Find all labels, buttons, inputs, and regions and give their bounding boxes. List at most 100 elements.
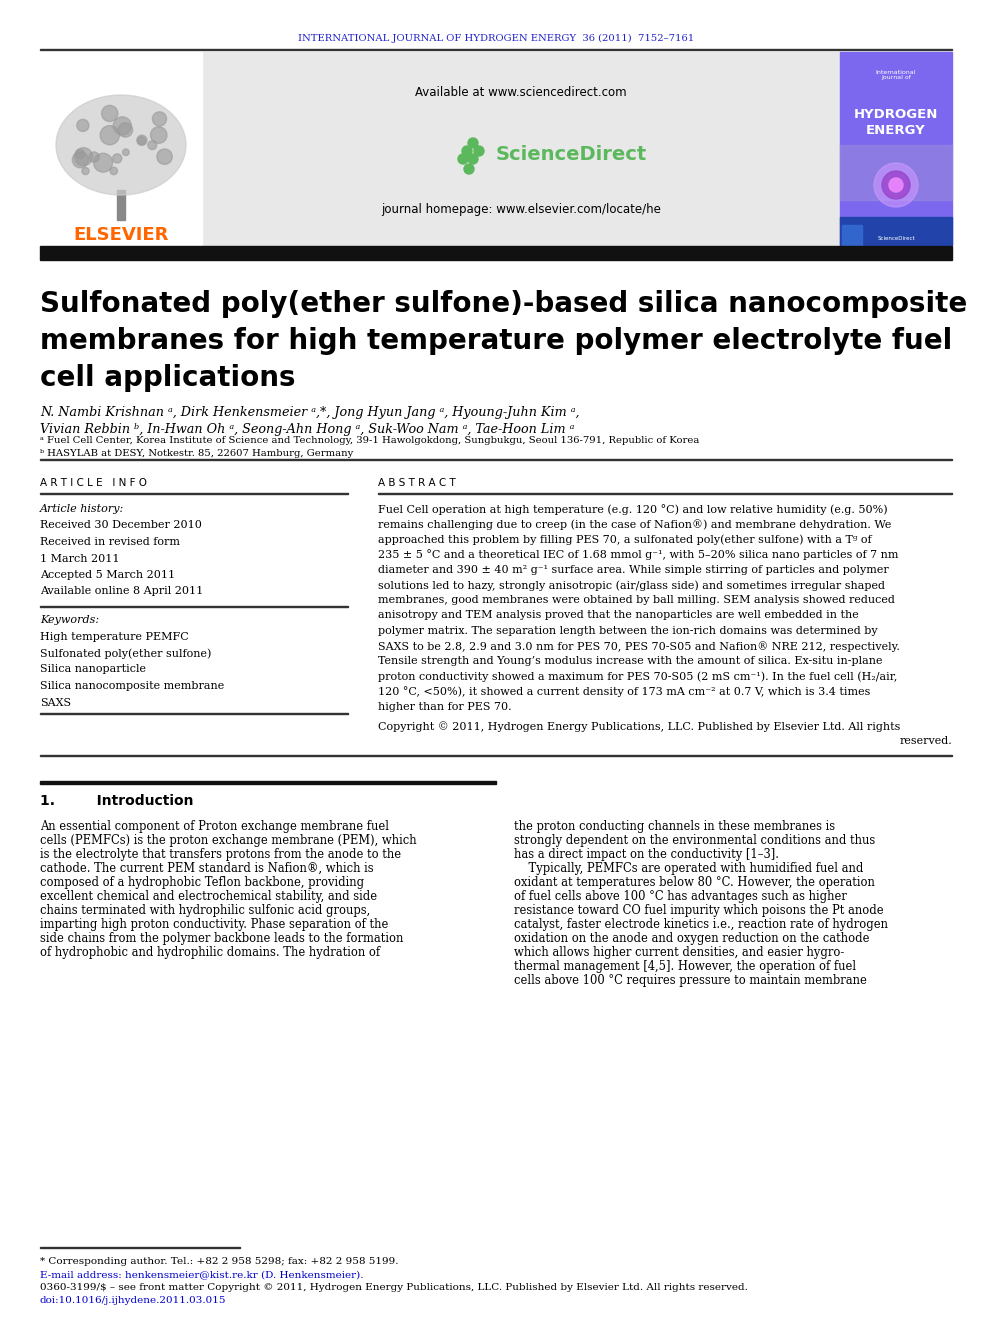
Text: INTERNATIONAL JOURNAL OF HYDROGEN ENERGY  36 (2011)  7152–7161: INTERNATIONAL JOURNAL OF HYDROGEN ENERGY… xyxy=(298,33,694,42)
Text: An essential component of Proton exchange membrane fuel: An essential component of Proton exchang… xyxy=(40,820,389,833)
Bar xyxy=(840,52,952,245)
Text: chains terminated with hydrophilic sulfonic acid groups,: chains terminated with hydrophilic sulfo… xyxy=(40,904,370,917)
Text: 1 March 2011: 1 March 2011 xyxy=(40,553,119,564)
Circle shape xyxy=(889,179,903,192)
Text: journal homepage: www.elsevier.com/locate/he: journal homepage: www.elsevier.com/locat… xyxy=(381,204,661,217)
Circle shape xyxy=(882,171,910,198)
Text: Article history:: Article history: xyxy=(40,504,124,515)
Text: oxidant at temperatures below 80 °C. However, the operation: oxidant at temperatures below 80 °C. How… xyxy=(514,876,875,889)
Circle shape xyxy=(137,135,147,146)
Text: of fuel cells above 100 °C has advantages such as higher: of fuel cells above 100 °C has advantage… xyxy=(514,890,847,904)
Text: remains challenging due to creep (in the case of Nafion®) and membrane dehydrati: remains challenging due to creep (in the… xyxy=(378,519,892,531)
Bar xyxy=(40,781,496,785)
Text: cell applications: cell applications xyxy=(40,364,296,392)
Text: HYDROGEN: HYDROGEN xyxy=(854,108,938,122)
Text: has a direct impact on the conductivity [1–3].: has a direct impact on the conductivity … xyxy=(514,848,779,861)
Text: resistance toward CO fuel impurity which poisons the Pt anode: resistance toward CO fuel impurity which… xyxy=(514,904,884,917)
Circle shape xyxy=(113,116,131,135)
Circle shape xyxy=(151,127,167,143)
Text: E-mail address: henkensmeier@kist.re.kr (D. Henkensmeier).: E-mail address: henkensmeier@kist.re.kr … xyxy=(40,1270,363,1279)
Bar xyxy=(202,52,840,245)
Circle shape xyxy=(148,140,157,149)
Text: N. Nambi Krishnan ᵃ, Dirk Henkensmeier ᵃ,*, Jong Hyun Jang ᵃ, Hyoung-Juhn Kim ᵃ,: N. Nambi Krishnan ᵃ, Dirk Henkensmeier ᵃ… xyxy=(40,406,579,419)
Text: diameter and 390 ± 40 m² g⁻¹ surface area. While simple stirring of particles an: diameter and 390 ± 40 m² g⁻¹ surface are… xyxy=(378,565,889,574)
Text: ScienceDirect: ScienceDirect xyxy=(496,146,647,164)
Text: cells (PEMFCs) is the proton exchange membrane (PEM), which: cells (PEMFCs) is the proton exchange me… xyxy=(40,835,417,847)
Text: oxidation on the anode and oxygen reduction on the cathode: oxidation on the anode and oxygen reduct… xyxy=(514,933,870,945)
Circle shape xyxy=(464,164,474,175)
Circle shape xyxy=(157,149,173,164)
Text: membranes for high temperature polymer electrolyte fuel: membranes for high temperature polymer e… xyxy=(40,327,952,355)
Text: Typically, PEMFCs are operated with humidified fuel and: Typically, PEMFCs are operated with humi… xyxy=(514,863,863,876)
Text: Available at www.sciencedirect.com: Available at www.sciencedirect.com xyxy=(416,86,627,99)
Text: SAXS: SAXS xyxy=(40,697,71,708)
Text: Sulfonated poly(ether sulfone)-based silica nanocomposite: Sulfonated poly(ether sulfone)-based sil… xyxy=(40,290,967,318)
Text: 120 °C, <50%), it showed a current density of 173 mA cm⁻² at 0.7 V, which is 3.4: 120 °C, <50%), it showed a current densi… xyxy=(378,687,870,697)
Text: strongly dependent on the environmental conditions and thus: strongly dependent on the environmental … xyxy=(514,835,875,847)
Bar xyxy=(842,225,862,247)
Circle shape xyxy=(118,123,133,138)
Text: Received in revised form: Received in revised form xyxy=(40,537,180,546)
Circle shape xyxy=(101,106,118,122)
Text: ENERGY: ENERGY xyxy=(866,123,926,136)
Text: A B S T R A C T: A B S T R A C T xyxy=(378,478,455,488)
Text: 235 ± 5 °C and a theoretical IEC of 1.68 mmol g⁻¹, with 5–20% silica nano partic: 235 ± 5 °C and a theoretical IEC of 1.68… xyxy=(378,549,899,561)
Text: higher than for PES 70.: higher than for PES 70. xyxy=(378,701,512,712)
Circle shape xyxy=(82,168,89,175)
Text: SAXS to be 2.8, 2.9 and 3.0 nm for PES 70, PES 70-S05 and Nafion® NRE 212, respe: SAXS to be 2.8, 2.9 and 3.0 nm for PES 7… xyxy=(378,640,900,652)
Text: thermal management [4,5]. However, the operation of fuel: thermal management [4,5]. However, the o… xyxy=(514,960,856,974)
Text: cathode. The current PEM standard is Nafion®, which is: cathode. The current PEM standard is Naf… xyxy=(40,863,374,876)
Text: is the electrolyte that transfers protons from the anode to the: is the electrolyte that transfers proton… xyxy=(40,848,401,861)
Text: Tensile strength and Young’s modulus increase with the amount of silica. Ex-situ: Tensile strength and Young’s modulus inc… xyxy=(378,656,883,665)
Text: ScienceDirect: ScienceDirect xyxy=(877,235,915,241)
Text: ELSEVIER: ELSEVIER xyxy=(73,226,169,243)
Text: Received 30 December 2010: Received 30 December 2010 xyxy=(40,520,202,531)
Bar xyxy=(840,217,952,245)
Text: * Corresponding author. Tel.: +82 2 958 5298; fax: +82 2 958 5199.: * Corresponding author. Tel.: +82 2 958 … xyxy=(40,1257,399,1266)
Text: Silica nanocomposite membrane: Silica nanocomposite membrane xyxy=(40,681,224,691)
Text: which allows higher current densities, and easier hygro-: which allows higher current densities, a… xyxy=(514,946,844,959)
Circle shape xyxy=(874,163,918,206)
Text: cells above 100 °C requires pressure to maintain membrane: cells above 100 °C requires pressure to … xyxy=(514,974,867,987)
Bar xyxy=(40,52,202,245)
Text: doi:10.1016/j.ijhydene.2011.03.015: doi:10.1016/j.ijhydene.2011.03.015 xyxy=(40,1297,226,1304)
Circle shape xyxy=(89,152,99,161)
Bar xyxy=(840,146,952,200)
Text: polymer matrix. The separation length between the ion-rich domains was determine: polymer matrix. The separation length be… xyxy=(378,626,878,635)
Circle shape xyxy=(74,148,92,165)
Text: Available online 8 April 2011: Available online 8 April 2011 xyxy=(40,586,203,597)
Circle shape xyxy=(458,153,468,164)
Circle shape xyxy=(110,167,117,175)
Circle shape xyxy=(138,136,146,144)
Text: Silica nanoparticle: Silica nanoparticle xyxy=(40,664,146,675)
Text: 0360-3199/$ – see front matter Copyright © 2011, Hydrogen Energy Publications, L: 0360-3199/$ – see front matter Copyright… xyxy=(40,1283,748,1293)
Text: catalyst, faster electrode kinetics i.e., reaction rate of hydrogen: catalyst, faster electrode kinetics i.e.… xyxy=(514,918,888,931)
Text: Sulfonated poly(ether sulfone): Sulfonated poly(ether sulfone) xyxy=(40,648,211,659)
Text: 1.   Introduction: 1. Introduction xyxy=(40,794,193,808)
Text: composed of a hydrophobic Teflon backbone, providing: composed of a hydrophobic Teflon backbon… xyxy=(40,876,364,889)
Text: anisotropy and TEM analysis proved that the nanoparticles are well embedded in t: anisotropy and TEM analysis proved that … xyxy=(378,610,859,620)
Text: side chains from the polymer backbone leads to the formation: side chains from the polymer backbone le… xyxy=(40,933,404,945)
Text: Copyright © 2011, Hydrogen Energy Publications, LLC. Published by Elsevier Ltd. : Copyright © 2011, Hydrogen Energy Public… xyxy=(378,721,901,732)
Circle shape xyxy=(468,153,478,164)
Text: Keywords:: Keywords: xyxy=(40,615,99,624)
Text: excellent chemical and electrochemical stability, and side: excellent chemical and electrochemical s… xyxy=(40,890,377,904)
Ellipse shape xyxy=(56,95,186,194)
Text: imparting high proton conductivity. Phase separation of the: imparting high proton conductivity. Phas… xyxy=(40,918,389,931)
Bar xyxy=(40,246,952,261)
Circle shape xyxy=(462,146,472,156)
Circle shape xyxy=(100,126,119,144)
Circle shape xyxy=(72,152,88,168)
Circle shape xyxy=(76,119,89,131)
Text: Accepted 5 March 2011: Accepted 5 March 2011 xyxy=(40,570,176,579)
Circle shape xyxy=(123,149,129,156)
Text: proton conductivity showed a maximum for PES 70-S05 (2 mS cm⁻¹). In the fuel cel: proton conductivity showed a maximum for… xyxy=(378,671,898,681)
Text: the proton conducting channels in these membranes is: the proton conducting channels in these … xyxy=(514,820,835,833)
Text: High temperature PEMFC: High temperature PEMFC xyxy=(40,631,188,642)
Circle shape xyxy=(75,149,85,159)
Circle shape xyxy=(93,153,112,172)
Text: ᵃ Fuel Cell Center, Korea Institute of Science and Technology, 39-1 Hawolgokdong: ᵃ Fuel Cell Center, Korea Institute of S… xyxy=(40,437,699,445)
Circle shape xyxy=(153,112,167,126)
Circle shape xyxy=(474,146,484,156)
Text: Fuel Cell operation at high temperature (e.g. 120 °C) and low relative humidity : Fuel Cell operation at high temperature … xyxy=(378,504,888,515)
